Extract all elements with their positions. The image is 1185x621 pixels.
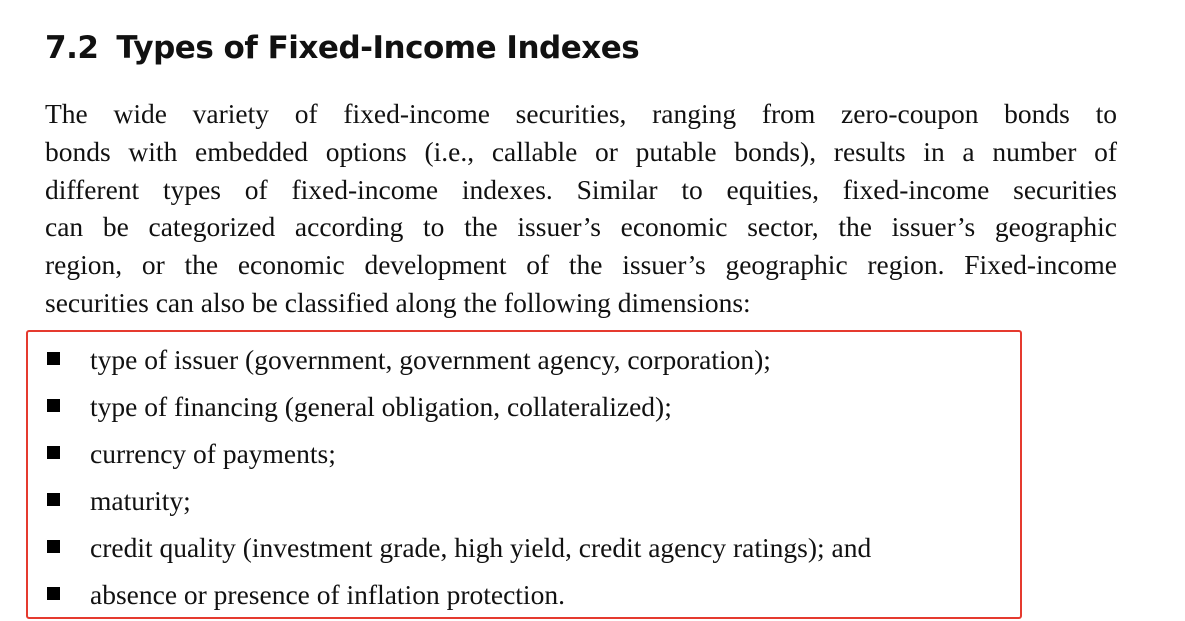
- body-paragraph: The wide variety of fixed-income securit…: [45, 95, 1117, 322]
- square-bullet-icon: [47, 446, 60, 459]
- section-heading: 7.2 Types of Fixed-Income Indexes: [45, 30, 640, 66]
- highlight-box: [26, 330, 1022, 619]
- list-item-text: type of financing (general obligation, c…: [90, 391, 672, 422]
- list-item-text: credit quality (investment grade, high y…: [90, 532, 872, 563]
- square-bullet-icon: [47, 399, 60, 412]
- paragraph-line: securities can also be classified along …: [45, 286, 751, 318]
- list-item: currency of payments;: [47, 430, 871, 477]
- square-bullet-icon: [47, 493, 60, 506]
- list-item: type of issuer (government, government a…: [47, 336, 871, 383]
- square-bullet-icon: [47, 540, 60, 553]
- list-item: maturity;: [47, 477, 871, 524]
- list-item-text: currency of payments;: [90, 438, 336, 469]
- section-number: 7.2: [45, 30, 99, 66]
- square-bullet-icon: [47, 587, 60, 600]
- paragraph-line: region, or the economic development of t…: [45, 249, 1117, 281]
- list-item-text: type of issuer (government, government a…: [90, 344, 771, 375]
- list-item: absence or presence of inflation protect…: [47, 571, 871, 618]
- paragraph-line: different types of fixed-income indexes.…: [45, 173, 1117, 205]
- section-title: Types of Fixed-Income Indexes: [116, 30, 640, 66]
- paragraph-line: bonds with embedded options (i.e., calla…: [45, 135, 1117, 167]
- list-item-text: absence or presence of inflation protect…: [90, 579, 565, 610]
- list-item-text: maturity;: [90, 485, 191, 516]
- bullet-list: type of issuer (government, government a…: [47, 336, 871, 618]
- paragraph-line: The wide variety of fixed-income securit…: [45, 98, 1117, 129]
- list-item: type of financing (general obligation, c…: [47, 383, 871, 430]
- square-bullet-icon: [47, 352, 60, 365]
- paragraph-line: can be categorized according to the issu…: [45, 211, 1117, 243]
- list-item: credit quality (investment grade, high y…: [47, 524, 871, 571]
